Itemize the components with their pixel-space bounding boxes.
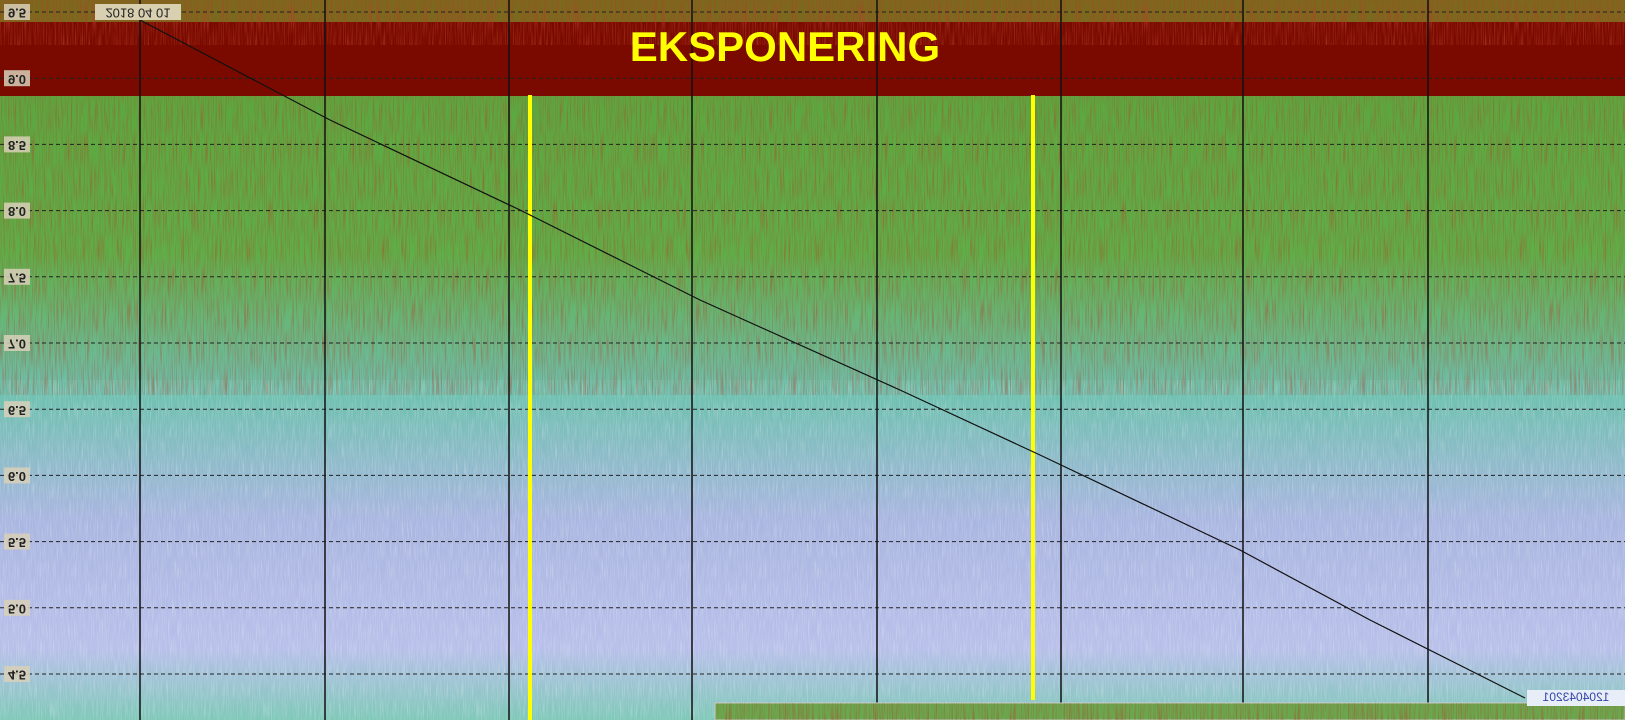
y-tick-label: 8.5	[8, 138, 26, 153]
page: {"banner": "EKSPONERING", "date_label": …	[0, 0, 1625, 720]
texture-light	[0, 380, 1625, 720]
y-tick-label: 4.5	[8, 668, 26, 683]
date-label: 2018 04 01	[105, 6, 170, 21]
y-tick-label: 8.0	[8, 204, 26, 219]
y-tick-label: 6.0	[8, 469, 26, 484]
y-tick-label: 9.5	[8, 6, 26, 21]
inset-texture	[715, 703, 1625, 720]
banner: EKSPONERING	[630, 23, 940, 70]
echogram: EKSPONERING 2018 04 01 1204043201 9.5 9.0…	[0, 0, 1625, 720]
corner-label: 1204043201	[1542, 690, 1609, 704]
y-tick-label: 5.5	[8, 535, 26, 550]
y-tick-label: 7.0	[8, 337, 26, 352]
y-tick-label: 5.0	[8, 601, 26, 616]
y-tick-label: 6.5	[8, 403, 26, 418]
y-tick-label: 7.5	[8, 270, 26, 285]
y-tick-label: 9.0	[8, 72, 26, 87]
